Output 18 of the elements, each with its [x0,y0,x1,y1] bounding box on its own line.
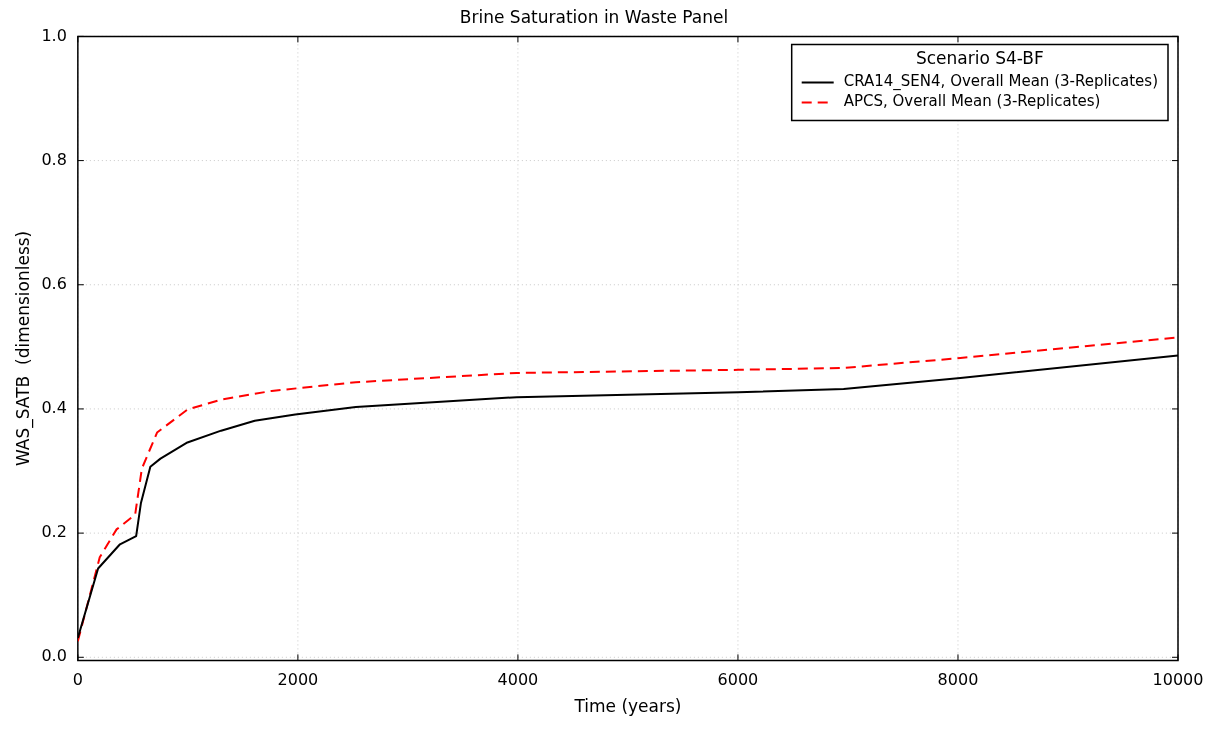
legend-label: APCS, Overall Mean (3-Replicates) [843,92,1101,111]
x-axis-title: Time (years) [573,696,682,717]
x-tick-label: 0 [72,670,83,690]
legend-label: CRA14_SEN4, Overall Mean (3-Replicates) [843,72,1159,92]
x-tick-label: 6000 [717,670,759,690]
y-tick-label: 0.0 [41,646,67,666]
y-axis-title: WAS_SATB (dimensionless) [12,230,34,467]
x-tick-label: 4000 [497,670,539,690]
y-tick-label: 0.4 [41,398,67,418]
chart-title: Brine Saturation in Waste Panel [459,6,729,27]
x-tick-label: 10000 [1152,670,1204,690]
legend-title: Scenario S4-BF [915,47,1044,68]
x-tick-label: 8000 [937,670,979,690]
x-tick-label: 2000 [277,670,319,690]
y-tick-label: 0.8 [41,149,67,169]
y-tick-label: 1.0 [41,25,67,45]
y-tick-label: 0.6 [41,273,67,293]
y-tick-label: 0.2 [41,522,67,542]
